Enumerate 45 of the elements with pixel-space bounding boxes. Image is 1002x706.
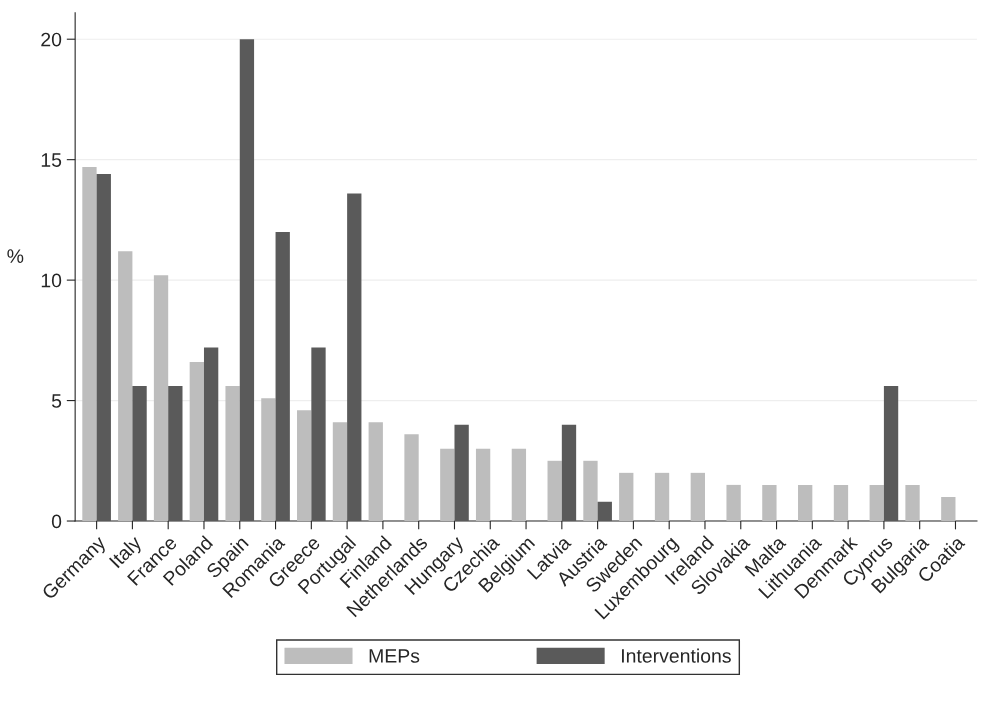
- bar: [82, 166, 97, 522]
- bar: [883, 386, 899, 522]
- y-tick-label: 0: [51, 514, 62, 529]
- bar: [547, 460, 562, 522]
- bar: [869, 484, 884, 522]
- bar: [440, 448, 455, 522]
- bar: [583, 460, 598, 522]
- bar: [203, 347, 219, 522]
- bar: [332, 422, 348, 522]
- bar: [311, 347, 326, 522]
- bar: [347, 193, 362, 522]
- bar: [368, 422, 383, 522]
- bar: [275, 231, 290, 522]
- y-tick-label: 20: [41, 32, 62, 47]
- y-axis-title: %: [7, 249, 24, 263]
- bar: [132, 386, 147, 522]
- y-tick-label: 10: [41, 273, 62, 288]
- y-tick-label: 5: [51, 394, 62, 408]
- bar: [905, 484, 920, 522]
- bar: [833, 484, 849, 522]
- bar: [225, 386, 240, 522]
- bar: [798, 484, 813, 522]
- bar: [404, 434, 419, 522]
- bar: [297, 410, 312, 522]
- bar: [239, 39, 255, 522]
- bar: [118, 251, 133, 522]
- bar: [619, 472, 634, 522]
- legend-label: Interventions: [622, 648, 731, 663]
- bar: [561, 424, 577, 522]
- bar: [168, 386, 183, 522]
- bar: [762, 484, 777, 522]
- bar: [189, 362, 204, 522]
- bar: [511, 448, 527, 522]
- bar: [454, 424, 469, 522]
- bar: [690, 472, 705, 522]
- bar: [941, 496, 956, 522]
- legend-label: MEPs: [369, 649, 420, 663]
- y-tick-label: 15: [41, 153, 62, 167]
- bar: [726, 484, 741, 522]
- bar: [597, 501, 612, 522]
- bar: [261, 398, 276, 522]
- bar: [654, 472, 670, 522]
- bar: [153, 275, 169, 522]
- bar: [475, 448, 491, 522]
- bar: [96, 174, 111, 522]
